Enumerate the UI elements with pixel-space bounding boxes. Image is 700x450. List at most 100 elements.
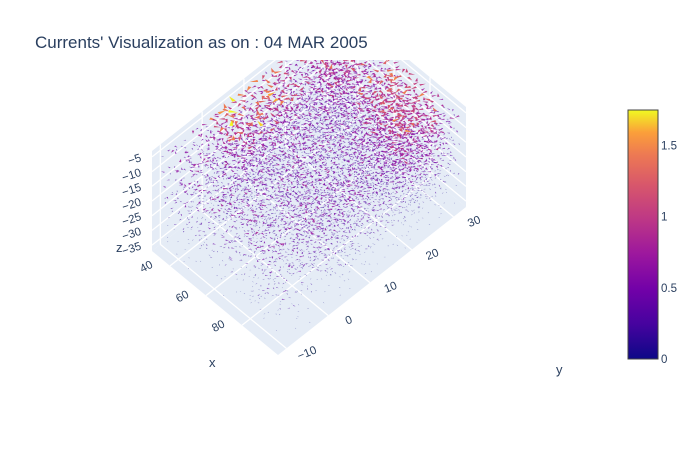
cone-marker: [304, 199, 307, 202]
cone-marker: [331, 109, 333, 111]
cone-marker: [377, 204, 382, 206]
cone-marker: [308, 114, 313, 117]
cone-marker: [207, 227, 211, 230]
cone-marker: [262, 201, 266, 203]
cone-marker: [418, 207, 421, 209]
cone-marker: [269, 174, 272, 177]
cone-marker: [411, 175, 414, 177]
cone-marker: [275, 258, 278, 260]
cone-marker: [262, 317, 265, 319]
cone-marker: [346, 214, 349, 216]
cone-marker: [177, 197, 179, 200]
cone-marker: [366, 145, 370, 148]
cone-marker: [416, 160, 420, 164]
cone-marker: [325, 263, 329, 265]
cone-marker: [405, 201, 407, 203]
cone-marker: [326, 139, 330, 141]
cone-marker: [292, 167, 296, 169]
cone-marker: [311, 151, 314, 154]
cone-marker: [312, 140, 314, 142]
cone-marker: [286, 83, 290, 88]
cone-marker: [332, 123, 334, 126]
cone-marker: [392, 215, 394, 217]
cone-marker: [284, 263, 287, 265]
cone-marker: [372, 137, 375, 139]
cone-marker: [378, 205, 381, 207]
cone-marker: [313, 197, 316, 199]
cone-marker: [232, 174, 236, 177]
cone-marker: [305, 263, 309, 264]
cone-marker: [277, 135, 279, 137]
cone-marker: [372, 232, 376, 234]
cone-marker: [238, 149, 240, 151]
cone-marker: [418, 203, 420, 205]
cone-marker: [280, 217, 284, 221]
cone-marker: [254, 132, 259, 134]
cone-marker: [262, 159, 264, 161]
cone-marker: [272, 184, 275, 186]
cone-marker: [243, 189, 246, 192]
cone-marker: [315, 127, 319, 129]
cone-marker: [399, 158, 403, 160]
cone-marker: [320, 77, 326, 81]
cone-marker: [184, 183, 187, 187]
cone-marker: [313, 85, 318, 88]
cone-marker: [356, 177, 360, 180]
cone-marker: [276, 287, 279, 289]
cone-marker: [310, 93, 312, 96]
cone-marker: [253, 179, 259, 181]
cone-marker: [359, 127, 362, 129]
cone-marker: [276, 127, 278, 130]
cone-marker: [271, 217, 274, 219]
cone-marker: [210, 198, 212, 201]
cone-marker: [374, 94, 376, 96]
cone-marker: [314, 162, 317, 164]
cone-marker: [325, 239, 330, 240]
cone-marker: [389, 153, 395, 155]
cone-marker: [388, 163, 389, 165]
cone-marker: [170, 207, 174, 209]
cone-marker: [335, 194, 337, 197]
cone-marker: [303, 274, 306, 275]
cone-marker: [416, 149, 421, 151]
cone-marker: [217, 130, 222, 133]
cone-marker: [275, 141, 276, 143]
cone-marker: [293, 177, 296, 180]
cone-marker: [341, 208, 344, 210]
cone-marker: [350, 111, 353, 112]
cone-marker: [402, 206, 403, 209]
cone-marker: [439, 170, 442, 172]
cone-marker: [356, 193, 361, 196]
cone-marker: [311, 199, 314, 200]
cone-marker: [271, 213, 275, 214]
cone-marker: [372, 112, 375, 114]
cone-marker: [269, 203, 272, 206]
cone-marker: [371, 156, 374, 159]
cone-marker: [202, 207, 207, 211]
cone-marker: [238, 235, 240, 237]
cone-marker: [267, 266, 269, 268]
cone-marker: [323, 231, 326, 235]
cone-marker: [236, 178, 241, 180]
cone-marker: [320, 237, 325, 239]
cone-marker: [292, 244, 295, 247]
cone-marker: [235, 228, 238, 230]
cone-marker: [378, 215, 380, 218]
cone-marker: [283, 143, 285, 146]
cone-marker: [207, 167, 210, 169]
cone-marker: [317, 139, 321, 142]
cone-marker: [423, 147, 428, 150]
cone-marker: [259, 109, 264, 112]
cone-marker: [287, 269, 290, 270]
cone-marker: [270, 194, 272, 196]
cone-marker: [321, 225, 324, 227]
cone-marker: [264, 211, 268, 213]
cone-marker: [299, 184, 303, 185]
cone-marker: [375, 92, 379, 97]
cone-marker: [259, 195, 261, 197]
cone-marker: [407, 182, 410, 183]
cone-marker: [330, 199, 332, 202]
cone-marker: [310, 209, 312, 211]
cone-marker: [260, 252, 262, 254]
